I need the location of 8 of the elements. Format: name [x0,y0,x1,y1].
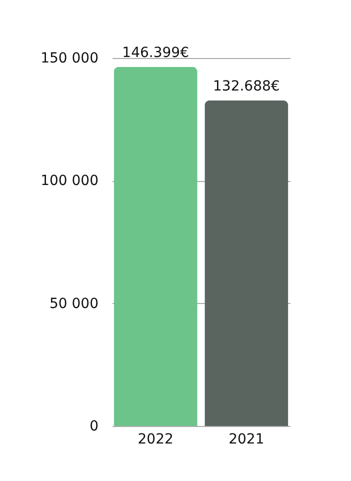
y-tick-label: 50 000 [50,296,98,312]
y-tick-label: 150 000 [40,50,98,66]
y-tick-label: 0 [90,418,98,434]
y-tick-label: 100 000 [40,173,98,190]
data-label: 146.399€ [122,44,189,61]
x-tick-label: 2022 [138,432,174,448]
data-label: 132.688€ [213,78,280,94]
x-tick-label: 2021 [228,432,264,448]
